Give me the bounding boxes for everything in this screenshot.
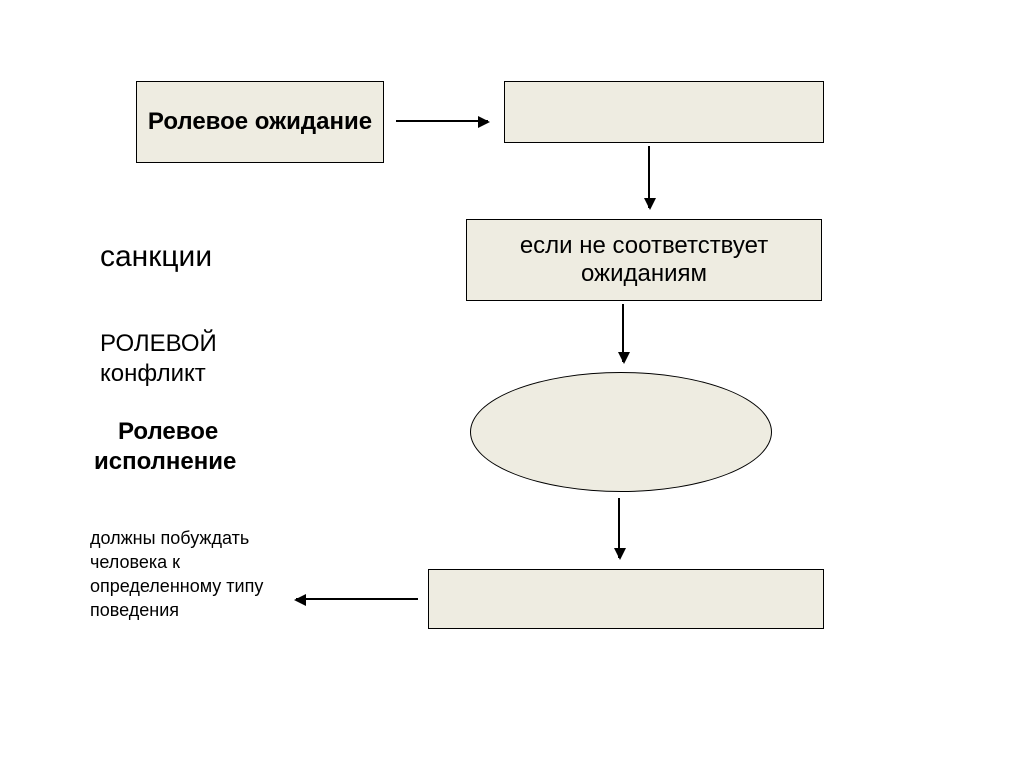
arrow-top-horizontal — [396, 120, 488, 122]
box-if-not-match-text: если не соответствует ожиданиям — [475, 232, 813, 288]
label-bottom-note-1: должны побуждать — [90, 528, 249, 549]
box-role-expectation-text: Ролевое ожидание — [148, 108, 372, 136]
box-bottom-right-empty — [428, 569, 824, 629]
label-role-performance-1: Ролевое — [118, 418, 218, 446]
label-bottom-note-4: поведения — [90, 600, 179, 621]
box-role-expectation: Ролевое ожидание — [136, 81, 384, 163]
label-role-performance-2: исполнение — [94, 448, 236, 476]
box-top-right-empty — [504, 81, 824, 143]
ellipse-empty — [470, 372, 772, 492]
label-bottom-note-3: определенному типу — [90, 576, 263, 597]
arrow-vert-1 — [648, 146, 650, 208]
label-sanctions: санкции — [100, 240, 212, 274]
label-role-conflict-1: РОЛЕВОЙ — [100, 330, 217, 358]
arrow-vert-2 — [622, 304, 624, 362]
label-role-conflict-2: конфликт — [100, 360, 206, 388]
arrow-bottom-horizontal — [296, 598, 418, 600]
box-if-not-match: если не соответствует ожиданиям — [466, 219, 822, 301]
arrow-vert-3 — [618, 498, 620, 558]
label-bottom-note-2: человека к — [90, 552, 180, 573]
